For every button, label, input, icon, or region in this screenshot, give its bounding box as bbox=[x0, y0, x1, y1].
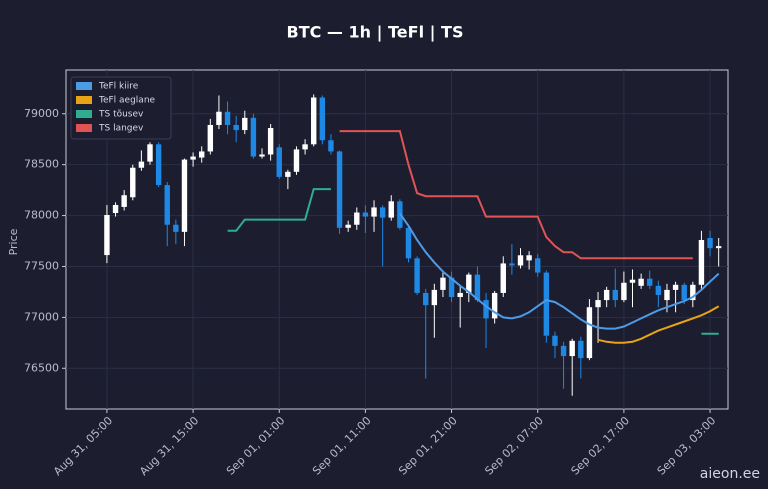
candle-body bbox=[267, 128, 274, 155]
candle-body bbox=[672, 284, 679, 290]
candle-body bbox=[371, 207, 377, 217]
series-line bbox=[597, 305, 720, 344]
candle-body bbox=[336, 151, 343, 228]
candle-body bbox=[612, 289, 618, 301]
candle-body bbox=[190, 156, 196, 160]
candle-body bbox=[319, 97, 326, 141]
candle-body bbox=[603, 289, 610, 301]
candle-body bbox=[629, 279, 636, 283]
candle-body bbox=[552, 335, 558, 346]
candle-body bbox=[690, 284, 696, 301]
candle-body bbox=[560, 345, 567, 357]
candle-body bbox=[233, 124, 239, 131]
chart-title: BTC — 1h | TeFl | TS bbox=[287, 23, 464, 43]
candle-body bbox=[423, 292, 429, 306]
candle-body bbox=[405, 227, 412, 259]
candle-body bbox=[586, 307, 593, 359]
candle-body bbox=[362, 212, 369, 217]
candle-body bbox=[509, 263, 515, 266]
candle-body bbox=[526, 255, 532, 261]
candle-body bbox=[199, 151, 205, 158]
legend-label: TeFl aeglane bbox=[98, 96, 156, 106]
candle-body bbox=[647, 278, 653, 286]
candle-body bbox=[698, 240, 705, 285]
candle-body bbox=[112, 204, 119, 214]
candle-body bbox=[388, 201, 394, 218]
candle-body bbox=[354, 212, 360, 225]
candle-body bbox=[328, 140, 334, 152]
legend-swatch bbox=[76, 124, 92, 132]
candle-body bbox=[147, 144, 153, 162]
candle-body bbox=[276, 147, 282, 177]
candle-body bbox=[517, 255, 524, 266]
candle-body bbox=[535, 258, 541, 273]
candle-body bbox=[164, 185, 170, 225]
series-line bbox=[399, 212, 720, 330]
candle-body bbox=[224, 111, 231, 125]
candle-body bbox=[578, 340, 584, 359]
candle-body bbox=[311, 97, 317, 145]
y-tick-label: 76500 bbox=[24, 361, 59, 374]
candle-body bbox=[379, 207, 386, 218]
y-axis-label: Price bbox=[7, 228, 20, 255]
candle-body bbox=[285, 171, 291, 177]
candle-body bbox=[664, 289, 670, 301]
y-tick-label: 77500 bbox=[24, 259, 59, 272]
candle-body bbox=[715, 246, 722, 249]
legend-swatch bbox=[76, 110, 92, 118]
candle-body bbox=[207, 124, 214, 152]
candle-body bbox=[448, 277, 455, 298]
candle-body bbox=[500, 263, 506, 293]
legend-label: TS tõusev bbox=[98, 110, 144, 120]
legend-box bbox=[70, 76, 172, 140]
watermark: aieon.ee bbox=[700, 466, 760, 482]
candle-body bbox=[440, 277, 446, 290]
candle-body bbox=[491, 292, 498, 319]
candle-body bbox=[681, 284, 687, 301]
candle-body bbox=[345, 224, 351, 228]
candle-body bbox=[173, 224, 179, 232]
candle-body bbox=[216, 111, 222, 125]
y-tick-label: 78500 bbox=[24, 158, 59, 171]
series-line bbox=[227, 188, 719, 335]
candle-body bbox=[621, 282, 627, 301]
y-tick-label: 78000 bbox=[24, 209, 59, 222]
candle-body bbox=[655, 285, 662, 295]
candle-body bbox=[138, 161, 145, 168]
candle-body bbox=[242, 117, 248, 131]
candle-body bbox=[302, 144, 308, 150]
y-tick-label: 79000 bbox=[24, 107, 59, 120]
candle-body bbox=[259, 154, 265, 157]
candle-body bbox=[457, 292, 463, 298]
candle-body bbox=[414, 258, 420, 293]
candle-body bbox=[155, 144, 162, 186]
candle-body bbox=[638, 278, 644, 286]
candle-body bbox=[569, 340, 575, 357]
candle-body bbox=[130, 167, 136, 198]
candle-body bbox=[595, 300, 601, 308]
series-line bbox=[339, 130, 693, 260]
plot-frame bbox=[65, 69, 729, 410]
y-tick-label: 77000 bbox=[24, 310, 59, 323]
candle-body bbox=[466, 274, 472, 293]
legend-label: TS langev bbox=[98, 124, 144, 134]
candle-body bbox=[543, 272, 550, 336]
candle-body bbox=[483, 300, 489, 319]
candle-body bbox=[474, 274, 481, 301]
candle-body bbox=[431, 289, 438, 306]
legend: TeFl kiire TeFl aeglane TS tõusev TS langev bbox=[70, 76, 172, 140]
legend-swatch bbox=[76, 82, 92, 90]
legend-swatch bbox=[76, 96, 92, 104]
candle-body bbox=[293, 149, 300, 172]
legend-label: TeFl kiire bbox=[98, 82, 139, 92]
candle-body bbox=[250, 117, 257, 157]
candle-body bbox=[121, 195, 127, 207]
candle-body bbox=[707, 237, 713, 249]
candle-body bbox=[104, 214, 110, 256]
candle-body bbox=[181, 159, 188, 232]
